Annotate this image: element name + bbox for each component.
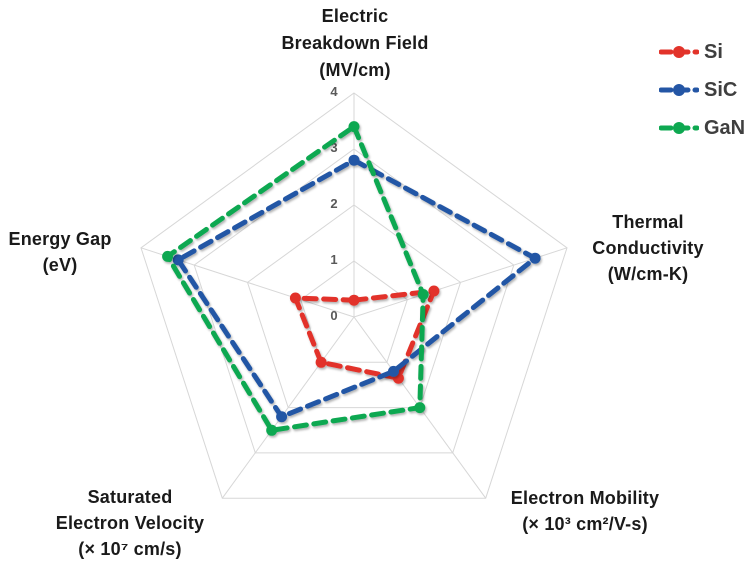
axis-label-line: Thermal xyxy=(612,212,684,232)
axis-label-line: Electron Mobility xyxy=(510,488,660,508)
legend-swatch-icon xyxy=(659,83,699,97)
data-point xyxy=(529,252,541,264)
series-sic xyxy=(172,154,541,423)
tick-labels: 0 1 2 3 4 xyxy=(330,84,338,323)
tick-label: 0 xyxy=(330,308,337,323)
chart-legend: Si SiC GaN xyxy=(659,33,745,147)
axis-label-line: (eV) xyxy=(42,255,78,275)
axis-label-line: Energy Gap xyxy=(8,229,112,249)
data-point xyxy=(315,356,327,368)
legend-label: GaN xyxy=(704,116,746,139)
data-point xyxy=(276,411,288,423)
axis-label-line: Electron Velocity xyxy=(55,513,205,533)
grid-spoke xyxy=(221,316,355,499)
axis-label-line: Conductivity xyxy=(592,238,704,258)
axis-label-line: (× 10⁷ cm/s) xyxy=(78,539,182,559)
axis-label-saturated-electron-velocity: Saturated Electron Velocity (× 10⁷ cm/s) xyxy=(0,484,260,562)
axis-label-electric-breakdown-field: Electric Breakdown Field (MV/cm) xyxy=(195,3,515,84)
axis-label-line: (× 10³ cm²/V-s) xyxy=(522,514,648,534)
axis-label-line: Electric xyxy=(321,6,389,26)
legend-item-sic: SiC xyxy=(659,71,745,109)
axis-label-electron-mobility: Electron Mobility (× 10³ cm²/V-s) xyxy=(445,485,725,537)
series-gan xyxy=(162,121,429,436)
data-point xyxy=(414,402,426,414)
legend-swatch-icon xyxy=(659,121,699,135)
data-point xyxy=(172,254,184,266)
axis-label-thermal-conductivity: Thermal Conductivity (W/cm-K) xyxy=(538,209,748,287)
data-point xyxy=(348,121,360,133)
data-point xyxy=(348,294,360,306)
data-point xyxy=(388,365,399,377)
grid-ring xyxy=(246,204,462,409)
grid-ring xyxy=(140,92,568,499)
axis-label-line: Breakdown Field xyxy=(281,33,429,53)
data-point xyxy=(417,289,429,300)
data-point xyxy=(289,292,301,304)
axis-label-line: (MV/cm) xyxy=(319,60,391,80)
axis-label-line: (W/cm-K) xyxy=(607,264,689,284)
data-point xyxy=(162,250,174,262)
data-point xyxy=(266,424,278,436)
series-si xyxy=(289,285,440,384)
grid-ring xyxy=(193,148,515,454)
legend-item-gan: GaN xyxy=(659,109,745,147)
legend-label: Si xyxy=(704,40,723,63)
tick-label: 1 xyxy=(330,252,337,267)
legend-item-si: Si xyxy=(659,33,745,71)
tick-label: 3 xyxy=(330,140,337,155)
tick-label: 2 xyxy=(330,196,337,211)
axis-label-energy-gap: Energy Gap (eV) xyxy=(0,226,120,278)
data-point xyxy=(428,285,440,297)
tick-label: 4 xyxy=(330,84,338,99)
grid-rings xyxy=(140,92,568,499)
legend-swatch-icon xyxy=(659,45,699,59)
grid-spoke xyxy=(140,247,355,318)
data-point xyxy=(348,154,360,166)
legend-label: SiC xyxy=(704,78,738,101)
axis-label-line: Saturated xyxy=(87,487,173,507)
